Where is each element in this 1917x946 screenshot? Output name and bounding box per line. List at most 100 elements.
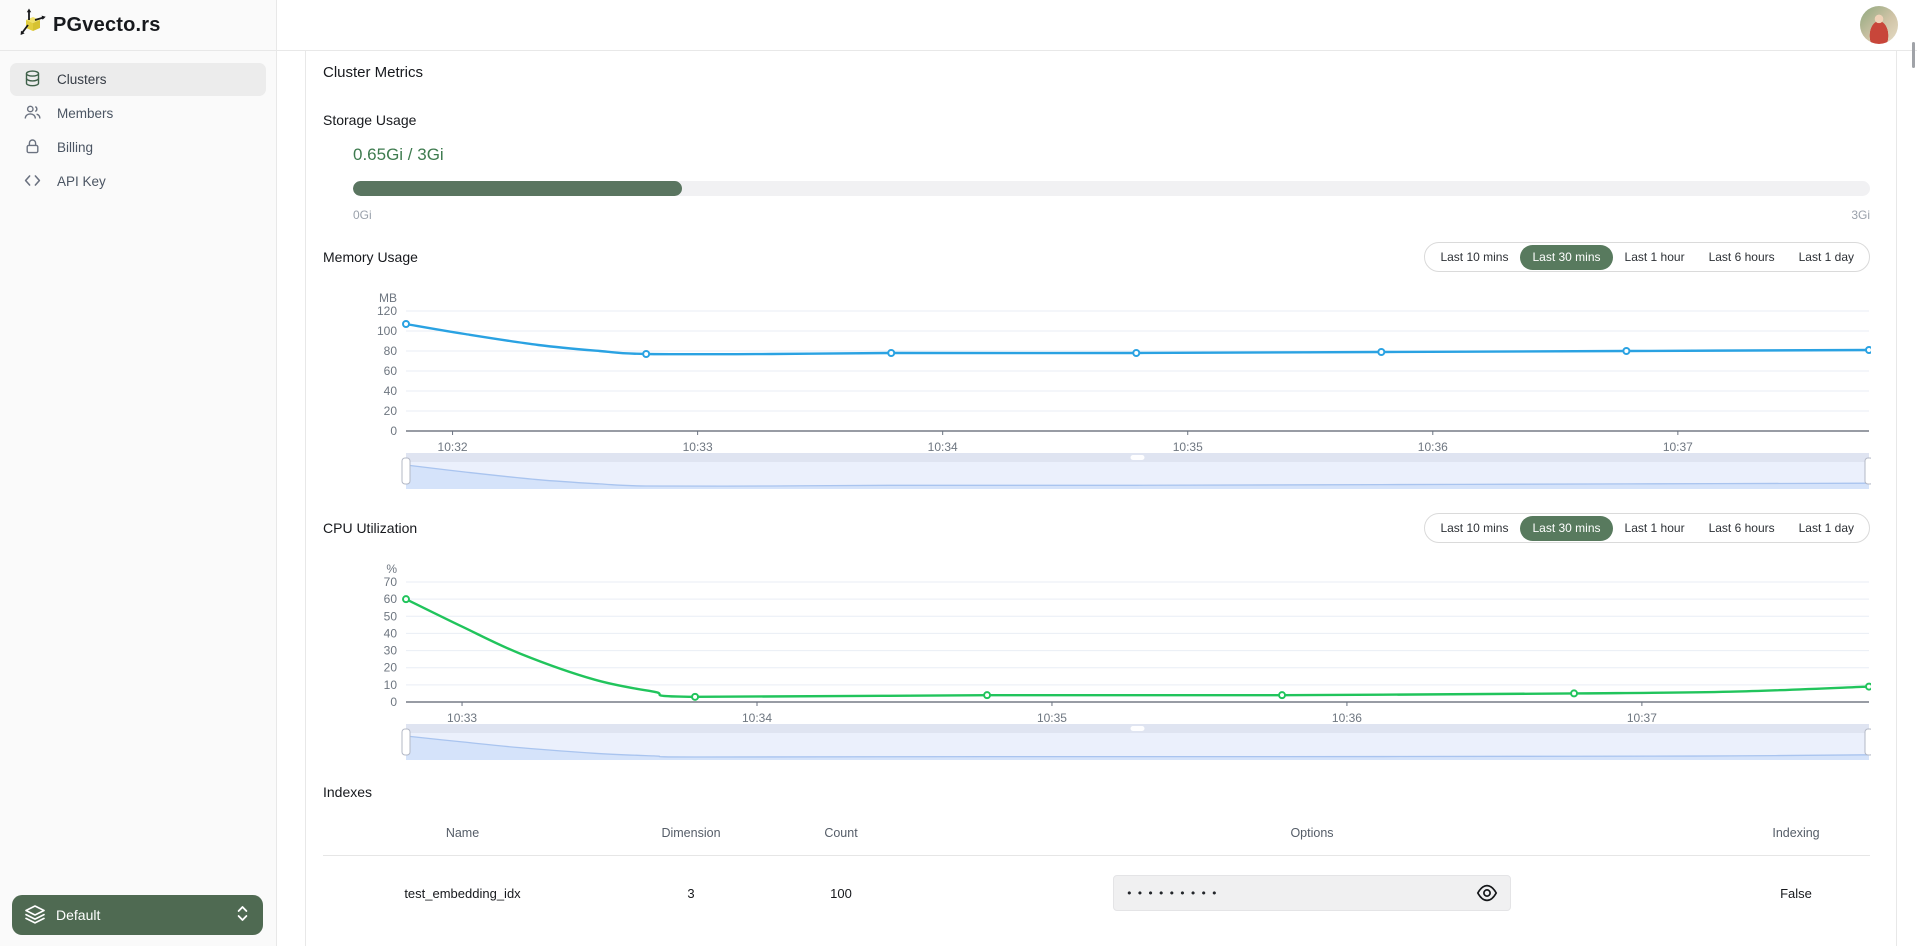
storage-usage-value: 0.65Gi / 3Gi: [353, 145, 444, 164]
memory-usage-title: Memory Usage: [323, 249, 418, 265]
time-range-last-10-mins[interactable]: Last 10 mins: [1440, 520, 1509, 535]
code-icon: [24, 172, 41, 192]
svg-text:%: %: [386, 562, 397, 576]
table-row: test_embedding_idx 3 100 •••••••••: [323, 856, 1870, 911]
users-icon: [24, 104, 41, 124]
sidebar-item-members[interactable]: Members: [10, 97, 266, 130]
time-range-last-6-hours[interactable]: Last 6 hours: [1708, 249, 1775, 264]
unfold-more-icon: [235, 905, 250, 925]
svg-text:40: 40: [384, 384, 398, 398]
storage-max-label: 3Gi: [1851, 208, 1870, 222]
svg-text:10:34: 10:34: [928, 440, 958, 451]
svg-text:10:36: 10:36: [1332, 711, 1362, 722]
svg-text:60: 60: [384, 592, 398, 606]
brand-logo: PGvecto.rs: [0, 0, 276, 51]
user-avatar[interactable]: [1860, 6, 1898, 44]
indexes-title: Indexes: [323, 784, 373, 800]
time-range-last-1-hour[interactable]: Last 1 hour: [1624, 520, 1685, 535]
svg-text:20: 20: [384, 404, 398, 418]
storage-range-labels: 0Gi 3Gi: [353, 208, 1870, 222]
time-range-last-1-hour[interactable]: Last 1 hour: [1624, 249, 1685, 264]
cpu-chart: 0 10 20 30 40 50 60 70% 10:33 10:34 10:35 10:36 10:3…: [384, 562, 1871, 722]
reveal-options-button[interactable]: [1476, 882, 1498, 904]
svg-text:10:32: 10:32: [438, 440, 468, 451]
sidebar-nav: Clusters Members: [0, 51, 276, 199]
svg-text:10:35: 10:35: [1037, 711, 1067, 722]
time-range-last-10-mins[interactable]: Last 10 mins: [1440, 249, 1509, 264]
workspace-name: Default: [56, 907, 101, 923]
svg-text:0: 0: [390, 424, 397, 438]
index-name-cell: test_embedding_idx: [404, 886, 521, 901]
storage-progress-bar: [353, 181, 1870, 196]
topbar: [277, 0, 1917, 51]
lock-icon: [24, 138, 41, 158]
svg-text:100: 100: [377, 324, 397, 338]
storage-usage-title: Storage Usage: [323, 112, 417, 128]
svg-text:120: 120: [377, 304, 397, 318]
brand-name: PGvecto.rs: [53, 13, 161, 36]
sidebar-item-api-key[interactable]: API Key: [10, 165, 266, 198]
svg-text:0: 0: [390, 695, 397, 709]
col-header-count: Count: [824, 826, 858, 840]
col-header-dimension: Dimension: [661, 826, 721, 840]
svg-text:10:35: 10:35: [1173, 440, 1203, 451]
content-panel: Cluster Metrics Storage Usage 0.65Gi / 3…: [305, 51, 1897, 946]
pgvecto-logo-icon: [19, 8, 46, 42]
time-range-last-6-hours[interactable]: Last 6 hours: [1708, 520, 1775, 535]
svg-text:30: 30: [384, 644, 398, 658]
memory-chart-brush[interactable]: [323, 453, 1871, 489]
workspace-switcher-button[interactable]: Default: [12, 895, 263, 935]
memory-time-range-group: Last 10 mins Last 30 mins Last 1 hour La…: [1424, 242, 1870, 272]
svg-text:70: 70: [384, 575, 398, 589]
scrollbar-thumb[interactable]: [1912, 42, 1915, 68]
cpu-utilization-title: CPU Utilization: [323, 520, 418, 536]
main-area: Cluster Metrics Storage Usage 0.65Gi / 3…: [277, 0, 1917, 946]
cpu-section-header: CPU Utilization Last 10 mins Last 30 min…: [323, 513, 1870, 543]
time-range-last-30-mins[interactable]: Last 30 mins: [1520, 515, 1613, 541]
sidebar-item-label: Members: [57, 106, 114, 121]
svg-text:40: 40: [384, 626, 398, 640]
svg-text:10:34: 10:34: [742, 711, 772, 722]
sidebar-item-label: Billing: [57, 140, 94, 155]
cpu-time-range-group: Last 10 mins Last 30 mins Last 1 hour La…: [1424, 513, 1870, 543]
index-options-masked-input[interactable]: •••••••••: [1113, 875, 1511, 911]
sidebar-item-billing[interactable]: Billing: [10, 131, 266, 164]
index-dimension-cell: 3: [687, 886, 695, 901]
sidebar-item-clusters[interactable]: Clusters: [10, 63, 266, 96]
svg-text:10:37: 10:37: [1663, 440, 1693, 451]
sidebar: PGvecto.rs Clusters: [0, 0, 277, 946]
col-header-name: Name: [445, 826, 480, 840]
cpu-chart-brush[interactable]: [323, 724, 1871, 760]
index-options-cell: •••••••••: [902, 856, 1722, 911]
indexes-table-header: Name Dimension Count Options Indexing: [323, 808, 1870, 856]
memory-section-header: Memory Usage Last 10 mins Last 30 mins L…: [323, 242, 1870, 272]
storage-min-label: 0Gi: [353, 208, 372, 222]
layers-icon: [25, 904, 45, 927]
storage-progress-fill: [353, 181, 683, 196]
index-indexing-cell: False: [1780, 886, 1812, 901]
svg-text:80: 80: [384, 344, 398, 358]
masked-options-value: •••••••••: [1126, 886, 1222, 900]
svg-text:10:33: 10:33: [683, 440, 713, 451]
svg-text:20: 20: [384, 661, 398, 675]
eye-icon: [1476, 884, 1498, 902]
svg-text:MB: MB: [379, 291, 397, 305]
svg-text:60: 60: [384, 364, 398, 378]
time-range-last-1-day[interactable]: Last 1 day: [1798, 249, 1854, 264]
svg-text:10:36: 10:36: [1418, 440, 1448, 451]
col-header-options: Options: [1290, 826, 1334, 840]
sidebar-item-label: API Key: [57, 174, 106, 189]
svg-text:10:33: 10:33: [447, 711, 477, 722]
svg-text:50: 50: [384, 609, 398, 623]
time-range-last-1-day[interactable]: Last 1 day: [1798, 520, 1854, 535]
database-icon: [24, 69, 41, 90]
index-count-cell: 100: [830, 886, 852, 901]
svg-text:10: 10: [384, 678, 398, 692]
sidebar-item-label: Clusters: [57, 72, 107, 87]
col-header-indexing: Indexing: [1772, 826, 1820, 840]
page-title: Cluster Metrics: [323, 64, 424, 81]
time-range-last-30-mins[interactable]: Last 30 mins: [1520, 244, 1613, 270]
svg-text:10:37: 10:37: [1627, 711, 1657, 722]
